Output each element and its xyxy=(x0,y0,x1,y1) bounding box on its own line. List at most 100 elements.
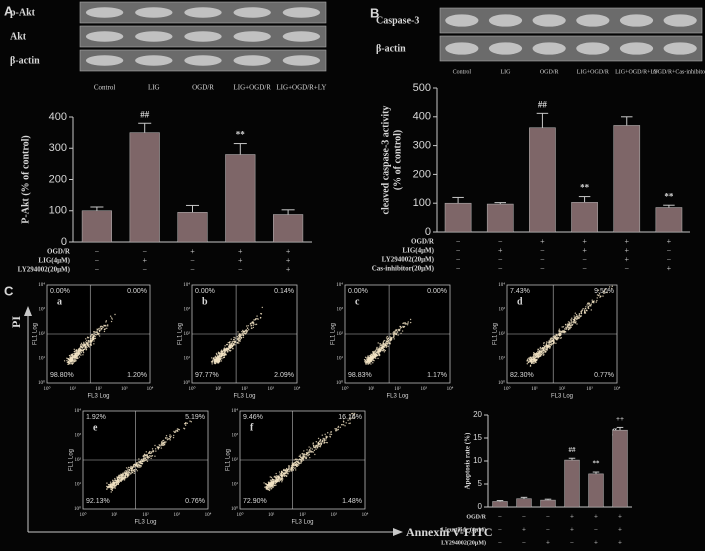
lane-label: Control xyxy=(453,69,472,75)
event-dot xyxy=(315,441,318,443)
event-dot xyxy=(278,480,280,483)
event-dot xyxy=(110,485,112,487)
event-dot xyxy=(176,428,179,430)
event-dot xyxy=(349,422,351,424)
event-dot xyxy=(99,325,102,328)
quadrant-percent: 98.80% xyxy=(50,372,74,379)
event-dot xyxy=(573,322,575,324)
condition-sign: − xyxy=(546,513,550,521)
event-dot xyxy=(389,341,391,343)
event-dot xyxy=(226,349,228,352)
event-dot xyxy=(125,473,128,475)
event-dot xyxy=(564,328,566,330)
tick-label: 10⁰ xyxy=(498,380,505,386)
event-dot xyxy=(77,353,79,355)
event-dot xyxy=(305,457,308,460)
y-axis-label: P-Akt (% of control) xyxy=(20,135,31,223)
event-dot xyxy=(543,345,546,348)
condition-label: LY294002(20μM) xyxy=(18,266,71,274)
event-dot xyxy=(148,450,151,453)
event-dot xyxy=(372,357,375,359)
quadrant-percent: 1.20% xyxy=(127,372,147,379)
plot-label: d xyxy=(517,296,523,307)
lane-label: OGD/R xyxy=(192,84,214,92)
event-dot xyxy=(330,433,333,436)
event-dot xyxy=(364,356,367,359)
event-dot xyxy=(226,351,229,353)
event-dot xyxy=(321,434,323,436)
event-dot xyxy=(154,448,157,450)
event-dot xyxy=(588,303,590,306)
event-dot xyxy=(390,333,392,335)
event-dot xyxy=(185,423,187,425)
event-dot xyxy=(586,310,588,312)
event-dot xyxy=(347,419,349,421)
bar xyxy=(529,127,556,233)
event-dot xyxy=(246,331,248,333)
event-dot xyxy=(118,475,120,477)
event-dot xyxy=(526,358,529,360)
condition-sign: + xyxy=(570,513,574,521)
event-dot xyxy=(588,305,591,307)
event-dot xyxy=(383,351,386,353)
condition-sign: − xyxy=(190,265,195,274)
event-dot xyxy=(557,336,560,339)
event-dot xyxy=(570,322,572,325)
event-dot xyxy=(228,341,231,344)
quadrant-percent: 72.90% xyxy=(243,498,267,505)
quadrant-percent: 1.17% xyxy=(427,372,447,379)
event-dot xyxy=(529,360,531,363)
event-dot xyxy=(74,354,76,357)
event-dot xyxy=(177,428,180,431)
event-dot xyxy=(70,359,72,361)
event-dot xyxy=(398,329,401,331)
event-dot xyxy=(560,333,562,335)
event-dot xyxy=(141,460,144,463)
event-dot xyxy=(281,481,283,483)
condition-sign: + xyxy=(582,246,587,255)
event-dot xyxy=(222,350,224,352)
lane-label: LIG+OGD/R xyxy=(234,84,272,92)
event-dot xyxy=(78,349,80,352)
tick-label: 10³ xyxy=(174,512,181,518)
event-dot xyxy=(160,447,163,449)
event-dot xyxy=(600,295,602,298)
event-dot xyxy=(323,441,326,444)
event-dot xyxy=(71,355,73,357)
event-dot xyxy=(126,471,128,473)
event-dot xyxy=(284,469,287,471)
blot-band xyxy=(85,31,124,42)
tick-label: 10² xyxy=(95,386,102,392)
event-dot xyxy=(157,448,160,450)
event-dot xyxy=(124,470,127,472)
event-dot xyxy=(596,297,598,299)
event-dot xyxy=(133,470,136,473)
condition-sign: − xyxy=(540,264,545,273)
event-dot xyxy=(110,317,113,319)
significance-label: ** xyxy=(593,460,601,468)
event-dot xyxy=(255,318,257,320)
event-dot xyxy=(80,350,82,353)
event-dot xyxy=(78,352,80,355)
event-dot xyxy=(555,333,557,336)
event-dot xyxy=(372,362,374,364)
event-dot xyxy=(90,340,92,342)
event-dot xyxy=(108,483,110,486)
event-dot xyxy=(86,339,88,342)
lane-label: Control xyxy=(94,84,115,92)
event-dot xyxy=(553,336,556,338)
event-dot xyxy=(225,349,227,351)
event-dot xyxy=(217,360,219,362)
event-dot xyxy=(337,425,340,428)
event-dot xyxy=(554,335,556,337)
event-dot xyxy=(96,328,98,330)
event-dot xyxy=(72,362,74,364)
event-dot xyxy=(148,456,151,459)
event-dot xyxy=(535,353,538,356)
lane-label: LIG+OGD/R+LY xyxy=(615,69,658,75)
event-dot xyxy=(255,323,258,326)
event-dot xyxy=(214,356,216,359)
event-dot xyxy=(129,466,131,469)
event-dot xyxy=(554,338,557,340)
arrow-head xyxy=(24,306,32,316)
